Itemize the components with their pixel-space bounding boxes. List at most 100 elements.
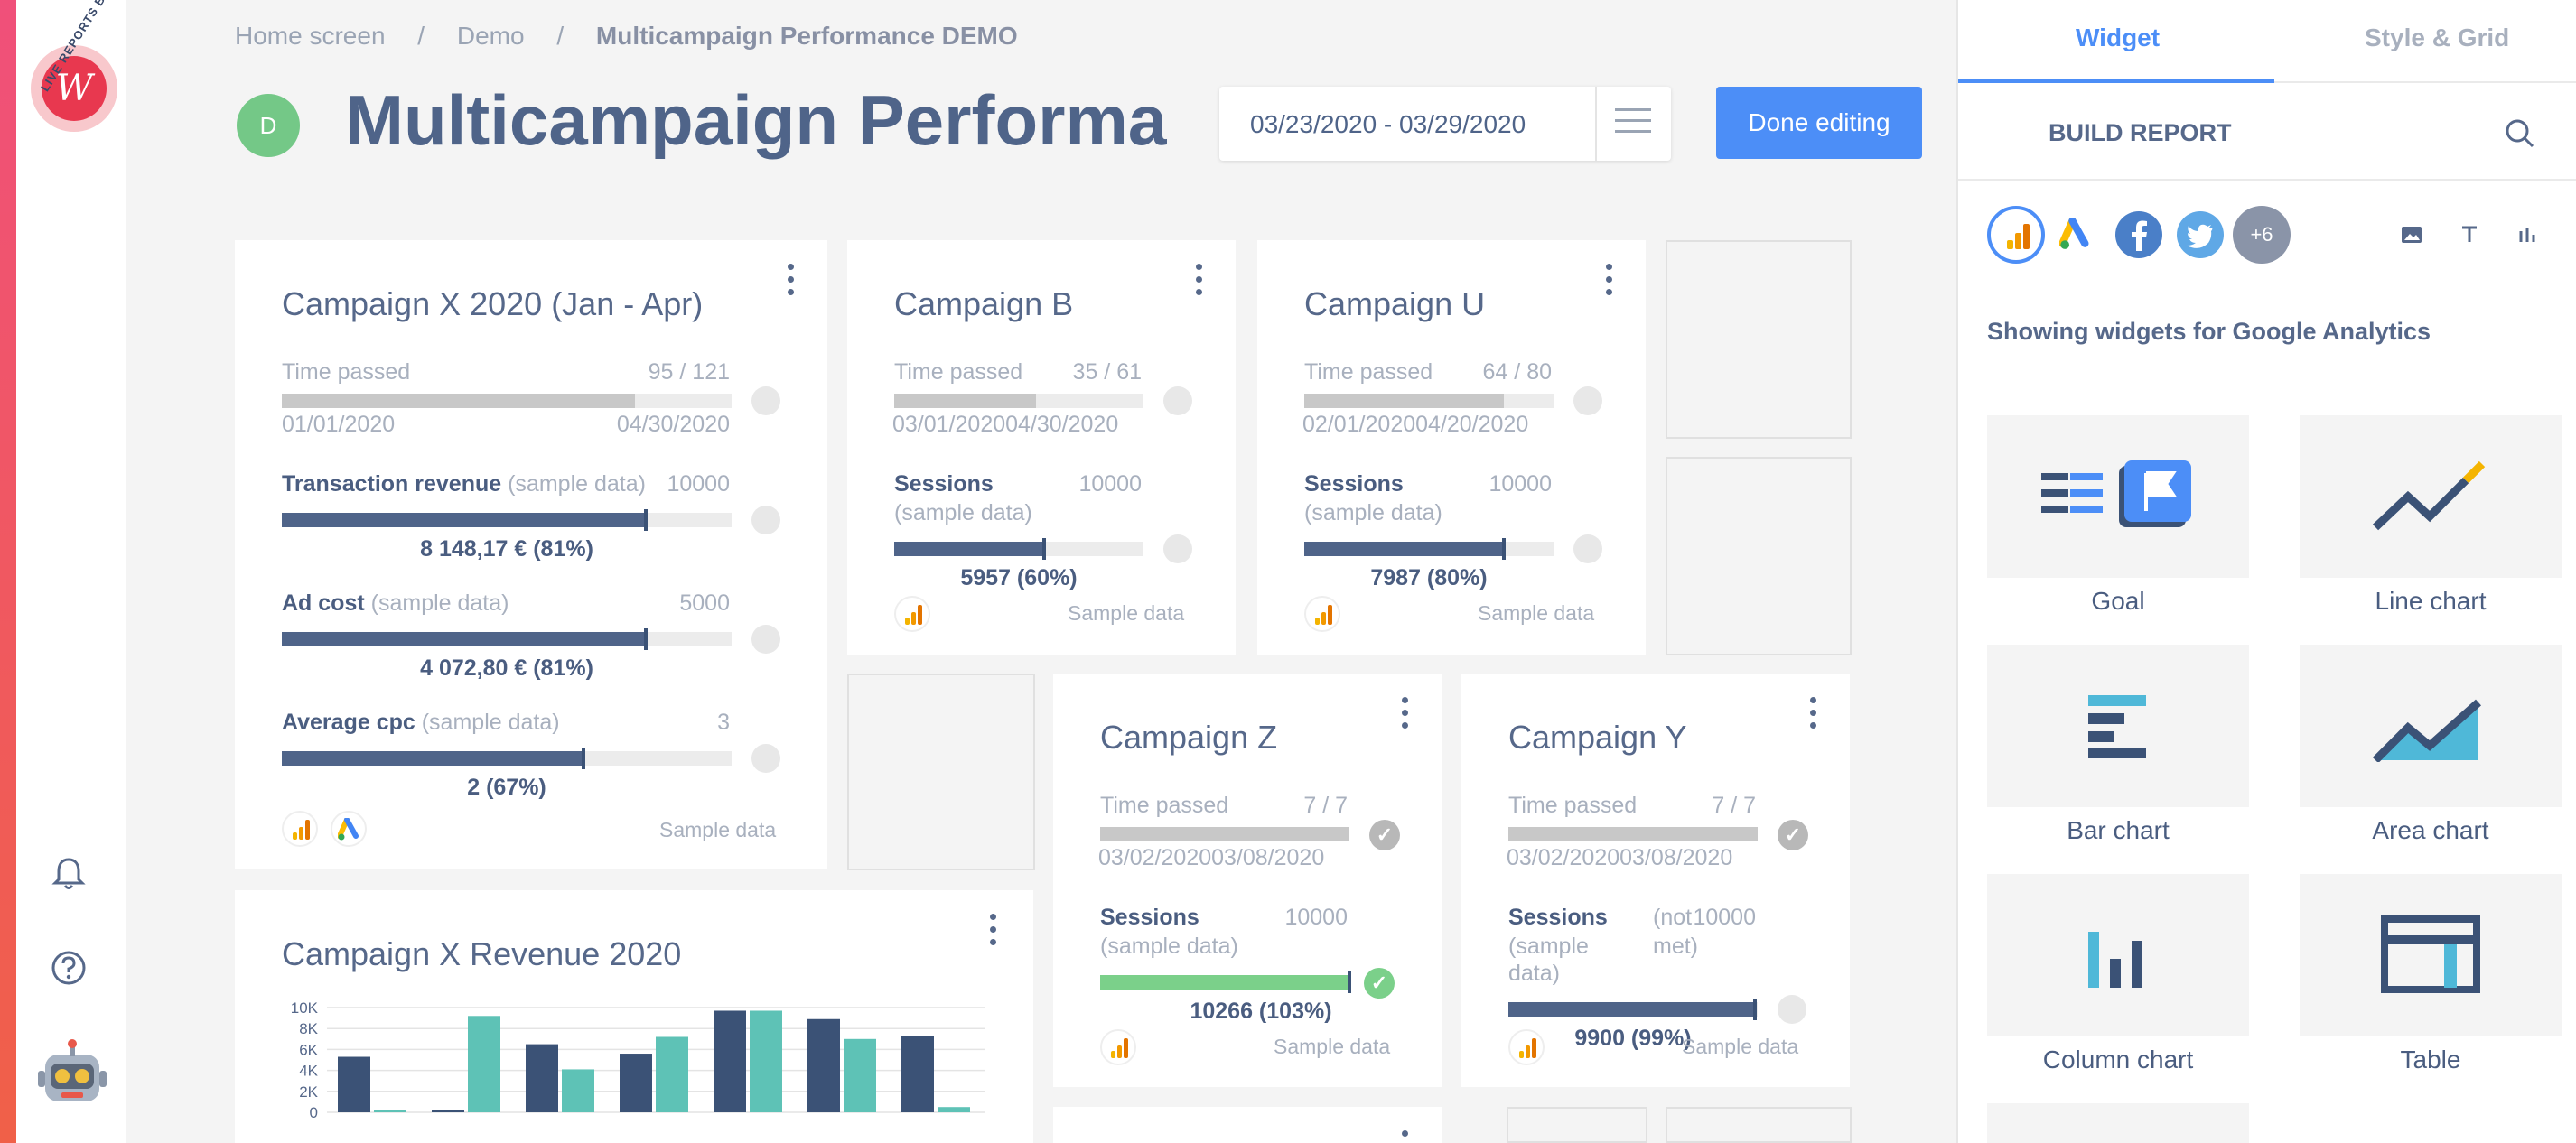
area-chart-widget-tile[interactable] [2300, 645, 2562, 807]
line-chart-widget-tile[interactable] [2300, 415, 2562, 578]
tab-style-grid[interactable]: Style & Grid [2365, 23, 2510, 51]
revenue-bar[interactable] [468, 1016, 500, 1112]
twitter-source-button[interactable] [2171, 206, 2229, 264]
card-menu-icon[interactable] [1810, 697, 1817, 735]
image-icon[interactable] [2399, 222, 2424, 247]
active-tab-underline [1958, 79, 2274, 83]
progress-end-tick [1348, 971, 1351, 993]
tab-widget[interactable]: Widget [2076, 23, 2161, 51]
metric-progress-fill [282, 509, 649, 531]
campaign-x-revenue-card[interactable]: Campaign X Revenue 2020 10K 8K 6K 4K 2K 0 [235, 890, 1033, 1143]
hamburger-menu-icon[interactable] [1615, 108, 1651, 139]
card-title: Campaign Y [1508, 719, 1687, 756]
campaign-card-partial[interactable] [1053, 1107, 1442, 1143]
metric-progress-bar [282, 509, 732, 531]
build-report-heading: BUILD REPORT [2049, 119, 2232, 146]
column-chart-widget-tile[interactable] [1987, 874, 2249, 1036]
date-range-value[interactable]: 03/23/2020 - 03/29/2020 [1250, 110, 1526, 138]
chart-tool-icon[interactable] [2515, 222, 2540, 247]
app-logo[interactable]: W [31, 45, 117, 132]
revenue-bar[interactable] [620, 1054, 652, 1112]
revenue-bar[interactable] [432, 1110, 464, 1112]
date-range-picker[interactable]: 03/23/2020 - 03/29/2020 [1219, 87, 1671, 161]
report-avatar[interactable]: D [237, 94, 300, 157]
y-tick-label: 8K [299, 1020, 318, 1037]
goal-widget-tile[interactable] [1987, 415, 2249, 578]
footer-sample-data: Sample data [1068, 601, 1185, 625]
time-passed-label: Time passed [894, 359, 1023, 385]
bar-chart-widget-tile[interactable] [1987, 645, 2249, 807]
empty-widget-slot[interactable] [1666, 1107, 1852, 1143]
empty-widget-slot[interactable] [1666, 240, 1852, 439]
revenue-bar[interactable] [938, 1107, 970, 1112]
google-analytics-source-button[interactable] [1987, 206, 2045, 264]
help-icon[interactable] [49, 948, 89, 988]
robot-avatar-icon[interactable] [36, 1038, 108, 1110]
revenue-bar[interactable] [807, 1018, 840, 1112]
revenue-bar[interactable] [844, 1038, 876, 1112]
more-sources-button[interactable]: +6 [2233, 206, 2291, 264]
revenue-bar[interactable] [374, 1110, 406, 1112]
revenue-bar[interactable] [526, 1044, 558, 1112]
revenue-bar[interactable] [750, 1010, 782, 1112]
sample-data-note: (sample [1508, 934, 1589, 959]
page-title[interactable]: Multicampaign Performan… [345, 80, 1167, 160]
campaign-b-card[interactable]: Campaign B Time passed 35 / 61 03/01/202… [847, 240, 1236, 655]
card-menu-icon[interactable] [1402, 697, 1409, 735]
empty-widget-slot[interactable] [847, 674, 1035, 870]
time-progress-bar [282, 394, 732, 408]
campaign-y-card[interactable]: Campaign Y Time passed 7 / 7 ✓ 03/02/202… [1461, 674, 1850, 1087]
bell-icon[interactable] [49, 854, 89, 894]
more-widget-tile[interactable] [1987, 1103, 2249, 1143]
status-dot [1778, 995, 1806, 1024]
card-menu-icon[interactable] [1196, 264, 1203, 302]
revenue-bar[interactable] [338, 1056, 370, 1112]
campaign-u-card[interactable]: Campaign U Time passed 64 / 80 02/01/202… [1257, 240, 1646, 655]
progress-end-tick [644, 628, 649, 650]
text-icon[interactable] [2457, 222, 2482, 247]
metric-progress-fill [282, 748, 585, 769]
time-passed-label: Time passed [1100, 793, 1229, 818]
metric-name: Sessions [1304, 471, 1404, 497]
breadcrumb-home[interactable]: Home screen [235, 22, 386, 50]
done-editing-button[interactable]: Done editing [1716, 87, 1922, 159]
breadcrumb-separator: / [556, 22, 565, 50]
progress-end-tick [581, 748, 585, 769]
metric-name: Transaction revenue [282, 471, 502, 497]
card-menu-icon[interactable] [788, 264, 795, 302]
time-passed-label: Time passed [282, 359, 411, 385]
card-menu-icon[interactable] [1606, 264, 1613, 302]
revenue-bar[interactable] [714, 1010, 746, 1112]
table-widget-tile[interactable] [2300, 874, 2562, 1036]
revenue-bar[interactable] [901, 1036, 934, 1112]
bar-chart-widget-label: Bar chart [2067, 816, 2170, 844]
time-complete-check-icon: ✓ [1369, 820, 1400, 850]
status-dot [1163, 534, 1192, 563]
google-ads-source-button[interactable] [2049, 206, 2106, 264]
campaign-x-2020-card[interactable]: Campaign X 2020 (Jan - Apr) Time passed … [235, 240, 827, 869]
status-dot [1573, 386, 1602, 415]
time-progress-fill [1100, 827, 1349, 841]
facebook-source-button[interactable] [2110, 206, 2168, 264]
breadcrumb-demo[interactable]: Demo [456, 22, 525, 50]
bar-chart-icon [2088, 695, 2146, 758]
card-menu-icon[interactable] [1402, 1130, 1409, 1143]
revenue-bar[interactable] [656, 1036, 688, 1112]
metric-name: Sessions [1508, 905, 1608, 930]
time-passed-label: Time passed [1508, 793, 1638, 818]
google-analytics-icon [1100, 1029, 1136, 1065]
card-menu-icon[interactable] [990, 914, 997, 952]
status-dot [751, 386, 780, 415]
search-icon[interactable] [2504, 117, 2536, 150]
metric-name: Sessions [1100, 905, 1199, 930]
metric-target: 10000 [1284, 905, 1348, 930]
area-chart-widget-label: Area chart [2372, 816, 2489, 844]
section-divider [1958, 179, 2576, 181]
empty-widget-slot[interactable] [1666, 457, 1852, 655]
empty-widget-slot[interactable] [1507, 1107, 1647, 1143]
y-tick-label: 6K [299, 1041, 318, 1058]
campaign-z-card[interactable]: Campaign Z Time passed 7 / 7 ✓ 03/02/202… [1053, 674, 1442, 1087]
revenue-bar[interactable] [562, 1069, 594, 1112]
footer-sample-data: Sample data [659, 818, 777, 841]
metric-progress-fill [1304, 538, 1506, 560]
